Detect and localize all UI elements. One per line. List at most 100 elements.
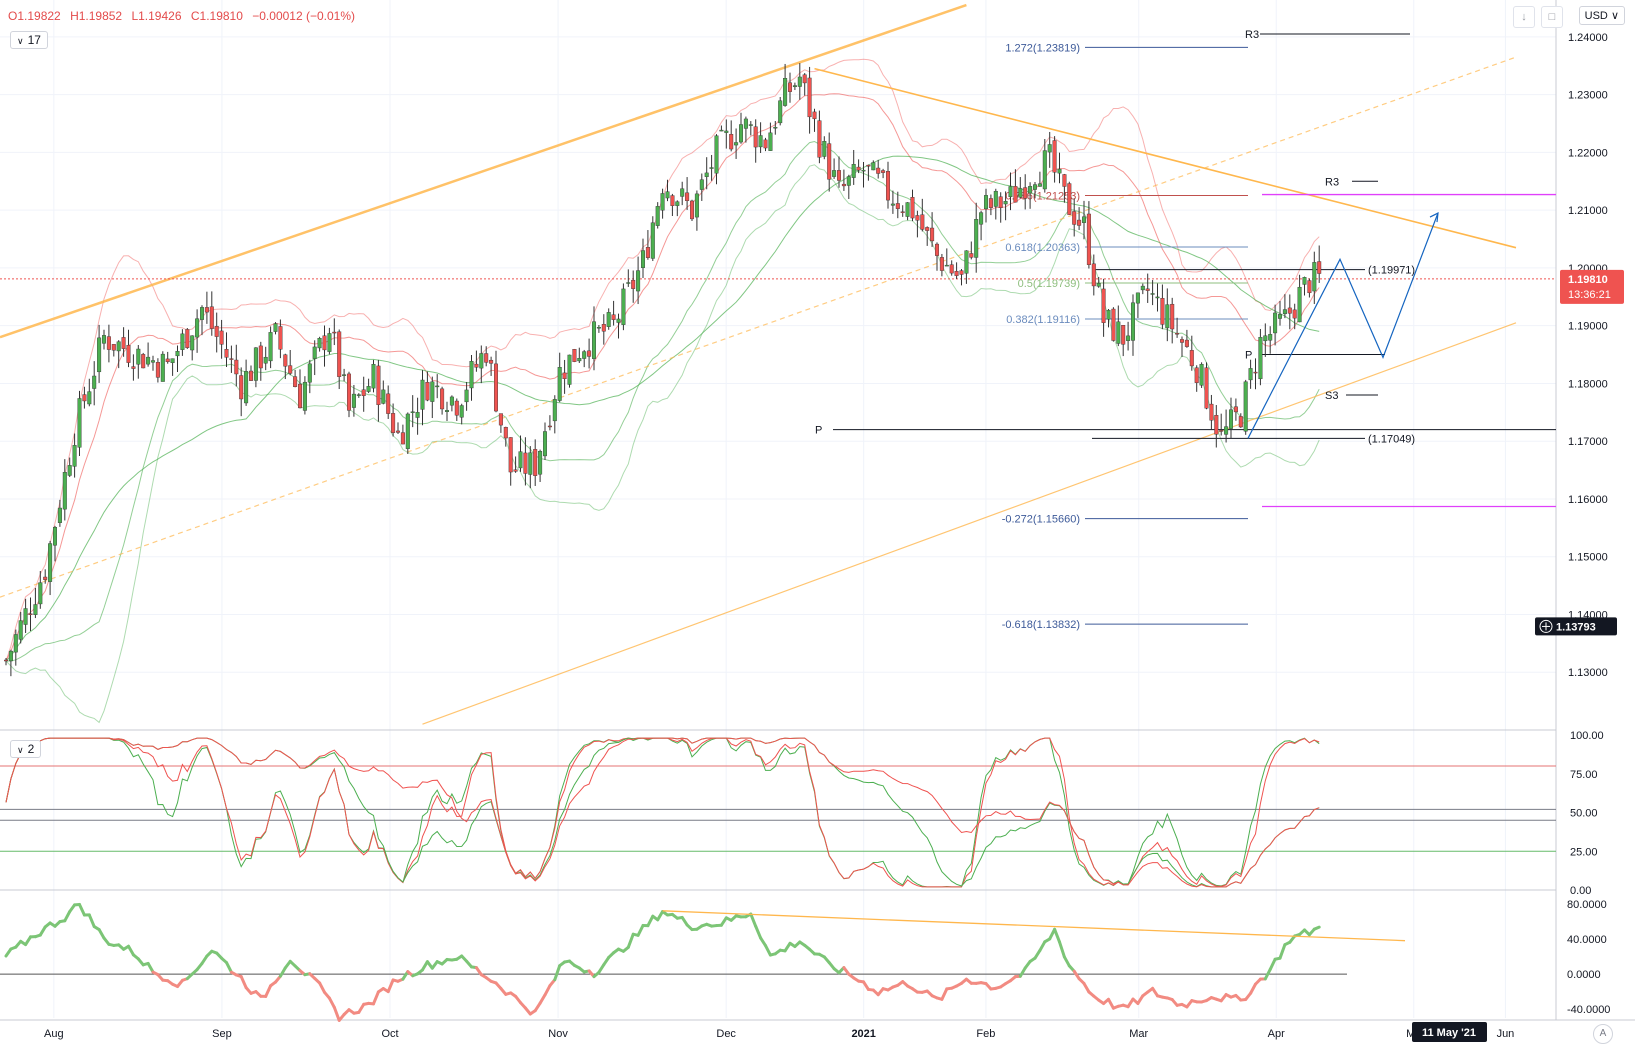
candle-body <box>1037 183 1042 187</box>
candle-body <box>1140 285 1145 291</box>
momentum-segment <box>278 966 287 978</box>
lower-inner-band-line <box>6 140 1320 662</box>
candle-body <box>484 353 489 363</box>
candle-body <box>993 190 998 207</box>
candle-body <box>739 124 744 143</box>
time-tick-label: Aug <box>44 1028 64 1040</box>
candle-body <box>876 167 881 174</box>
candle-body <box>356 394 361 396</box>
candle-body <box>312 346 317 359</box>
candle-body <box>1057 168 1062 174</box>
candle-body <box>538 450 543 475</box>
candle-body <box>979 212 984 225</box>
fullscreen-icon[interactable]: □ <box>1541 6 1563 28</box>
change-value: −0.00012 (−0.01%) <box>252 9 355 23</box>
candle-body <box>1023 187 1028 199</box>
candle-body <box>1199 363 1204 386</box>
candle-body <box>111 344 116 351</box>
candle-body <box>43 576 48 580</box>
candle-body <box>1101 288 1106 323</box>
momentum-segment <box>764 944 772 957</box>
currency-selector[interactable]: USD ∨ <box>1578 6 1625 25</box>
candle-body <box>631 279 636 289</box>
pivot-label: R3 <box>1245 29 1259 41</box>
candle-body <box>28 613 33 615</box>
candle-body <box>1047 144 1052 153</box>
lower-channel-trendline <box>422 322 1517 725</box>
candle-body <box>1032 184 1037 190</box>
candle-body <box>449 396 454 406</box>
pivot-label: R3 <box>1325 176 1339 188</box>
candle-body <box>974 219 979 258</box>
candle-body <box>596 327 601 329</box>
pivot-label: P <box>1245 350 1252 362</box>
candle-body <box>165 358 170 363</box>
download-icon[interactable]: ↓ <box>1513 6 1535 28</box>
momentum-segment <box>24 935 32 947</box>
candle-body <box>53 527 58 546</box>
candle-body <box>1273 312 1278 334</box>
candle-body <box>758 135 763 148</box>
candle-body <box>523 452 528 474</box>
candle-body <box>851 164 856 178</box>
candle-body <box>445 410 450 412</box>
fib-level-label: -0.618(1.13832) <box>1002 619 1080 631</box>
candle-body <box>719 129 724 132</box>
indicators-toggle-osc[interactable]: ∨ 2 <box>10 740 42 758</box>
candle-body <box>420 379 425 410</box>
momentum-segment <box>597 963 606 974</box>
candle-body <box>386 393 391 414</box>
candle-body <box>263 356 268 364</box>
candle-body <box>332 331 337 334</box>
candle-body <box>1175 333 1180 335</box>
time-tick-label: Nov <box>548 1028 568 1040</box>
candle-body <box>988 198 993 208</box>
candle-body <box>910 197 915 219</box>
momentum-segment <box>264 984 273 998</box>
open-value: O1.19822 <box>8 9 61 23</box>
candle-body <box>293 376 298 387</box>
candle-body <box>930 227 935 242</box>
price-tick-label: 1.22000 <box>1568 147 1608 159</box>
candle-body <box>1028 186 1033 194</box>
candle-body <box>1302 277 1307 285</box>
price-tick-label: 1.21000 <box>1568 205 1608 217</box>
candle-body <box>655 206 660 226</box>
candle-body <box>342 374 347 376</box>
chevron-down-icon: ∨ <box>17 36 24 46</box>
momentum-segment <box>656 910 665 922</box>
candle-body <box>832 170 837 177</box>
candle-body <box>92 375 97 389</box>
candle-body <box>827 143 832 180</box>
candle-body <box>180 333 185 350</box>
candle-body <box>190 335 195 351</box>
descending-trendline <box>814 67 1517 249</box>
candle-body <box>185 329 190 348</box>
candle-body <box>410 411 415 413</box>
candle-body <box>101 335 106 344</box>
candle-body <box>298 383 303 409</box>
crosshair-plus-icon <box>1539 619 1553 633</box>
candle-body <box>1013 186 1018 203</box>
candle-body <box>1253 371 1258 374</box>
momentum-segment <box>862 980 870 991</box>
candle-body <box>459 405 464 418</box>
fib-level-label: 0.382(1.19116) <box>1006 314 1080 326</box>
oscillator-tick-label: 50.00 <box>1570 808 1598 820</box>
candle-body <box>802 74 807 84</box>
time-tick-label: 2021 <box>851 1028 875 1040</box>
indicator-count: 17 <box>27 33 41 47</box>
fib-and-pivot-levels: 1.272(1.23819)0.786(1.21253)0.618(1.2036… <box>0 29 1556 631</box>
candle-body <box>670 195 675 206</box>
momentum-segment <box>239 975 248 990</box>
momentum-segment <box>225 961 233 974</box>
candle-body <box>239 375 244 400</box>
indicators-toggle-main[interactable]: ∨ 17 <box>10 31 48 49</box>
auto-scale-button[interactable]: A <box>1593 1024 1613 1044</box>
candle-body <box>783 78 788 106</box>
candle-body <box>969 253 974 258</box>
candle-body <box>57 507 62 523</box>
candle-body <box>371 364 376 389</box>
candle-body <box>508 437 513 473</box>
candle-body <box>753 126 758 148</box>
